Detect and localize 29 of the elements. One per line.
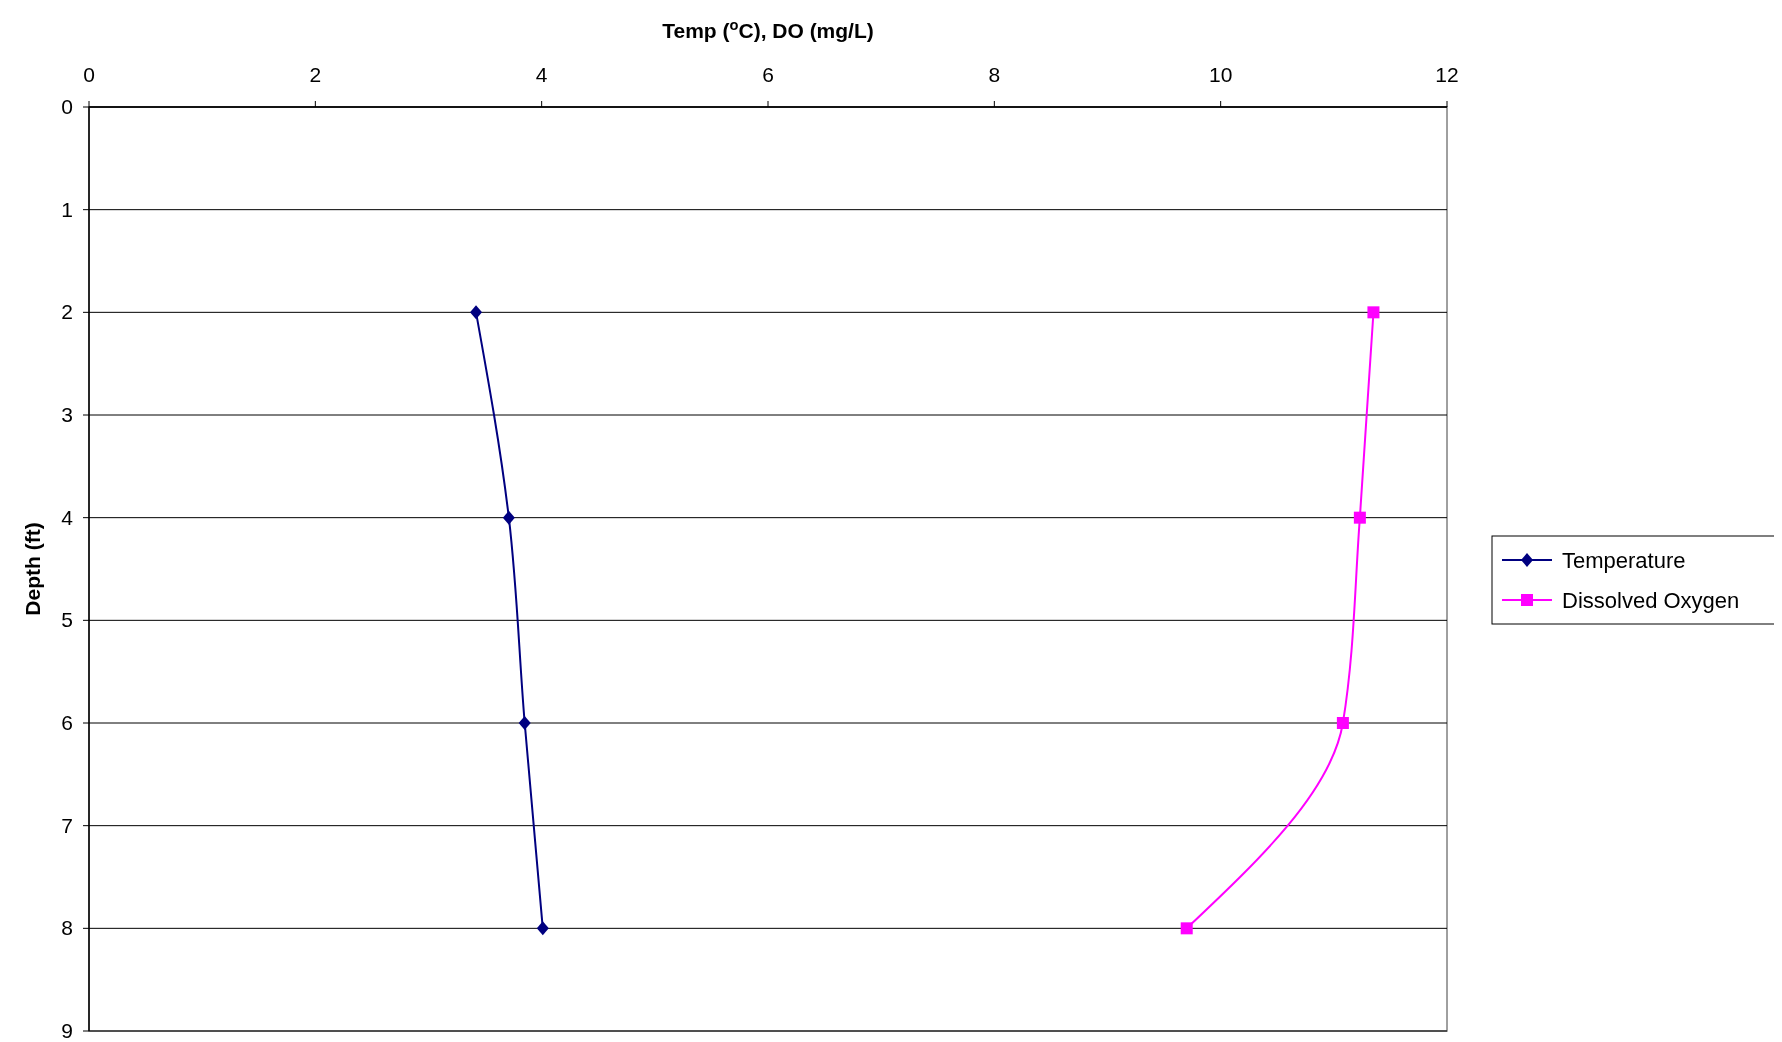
legend-label: Temperature	[1562, 548, 1686, 573]
point	[536, 921, 549, 936]
legend-label: Dissolved Oxygen	[1562, 588, 1740, 613]
point	[1367, 306, 1380, 319]
x-tick-label: 8	[988, 63, 1001, 86]
point	[518, 716, 531, 730]
y-tick-label: 1	[61, 197, 73, 221]
x-tick-label: 10	[1208, 63, 1233, 86]
point	[470, 305, 483, 320]
x-tick-label: 12	[1435, 63, 1459, 86]
y-tick-label: 4	[61, 505, 74, 529]
x-tick-label: 6	[762, 63, 774, 86]
point	[1353, 511, 1366, 524]
y-tick-label: 6	[61, 711, 73, 734]
y-tick-label: 3	[61, 403, 73, 426]
x-tick-label: 4	[535, 63, 548, 86]
point	[502, 510, 515, 525]
y-axis-title: Depth (ft)	[21, 522, 44, 616]
y-tick-label: 5	[61, 608, 73, 632]
x-tick-label: 0	[83, 63, 95, 86]
point	[1180, 922, 1193, 935]
y-tick-label: 2	[61, 300, 73, 324]
y-tick-label: 7	[61, 813, 73, 837]
y-tick-label: 9	[61, 1019, 73, 1042]
y-tick-label: 0	[61, 95, 73, 118]
x-axis-title: Temp ($^{o}$C), DO (mg/L)	[662, 17, 874, 42]
x-tick-label: 2	[309, 63, 322, 86]
point	[1336, 717, 1349, 729]
y-tick-label: 8	[61, 916, 73, 940]
